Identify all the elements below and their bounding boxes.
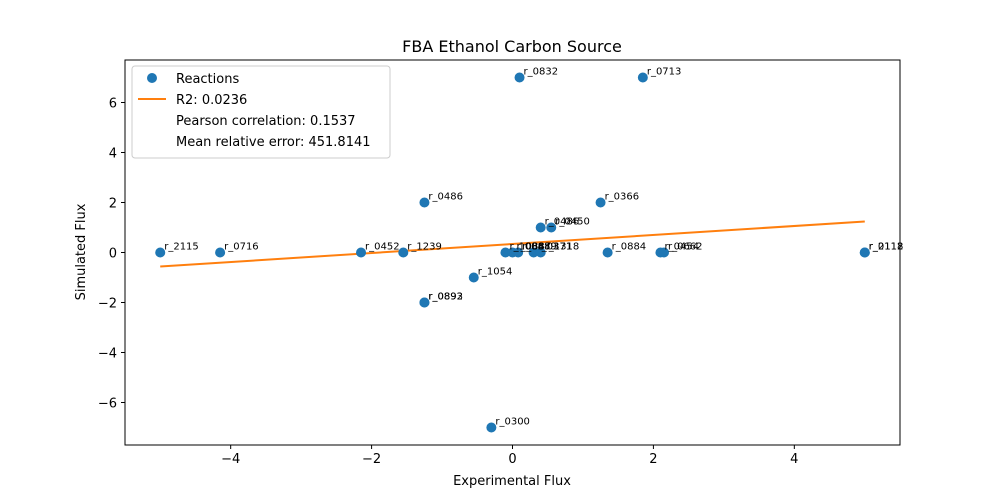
y-axis-label: Simulated Flux (74, 203, 89, 300)
legend-label-pearson: Pearson correlation: 0.1537 (176, 114, 356, 129)
point-label: r_0716 (224, 242, 259, 253)
y-axis: −6 −4 −2 0 2 4 6 (98, 97, 125, 412)
data-point (500, 247, 511, 258)
point-label: r_0832 (524, 67, 559, 78)
y-tick-label: 0 (109, 247, 117, 262)
chart-title: FBA Ethanol Carbon Source (402, 37, 622, 56)
point-label: r_1318 (545, 242, 580, 253)
data-point (419, 297, 430, 308)
legend-label-fit: R2: 0.0236 (176, 93, 247, 108)
data-point (419, 197, 430, 208)
data-point (535, 222, 546, 233)
y-tick-label: 2 (109, 197, 117, 212)
data-point (486, 422, 497, 433)
point-label: r_0887 (517, 242, 552, 253)
data-point (514, 72, 525, 83)
legend-label-reactions: Reactions (176, 72, 239, 87)
point-label: r_0371 (538, 242, 573, 253)
data-point (637, 72, 648, 83)
y-tick-label: 6 (109, 97, 117, 112)
data-point (546, 222, 557, 233)
x-axis: −4 −2 0 2 4 (221, 445, 798, 467)
x-tick-label: −2 (362, 452, 381, 467)
point-label: r_0893 (428, 292, 463, 303)
point-label: r_1084 (509, 242, 544, 253)
data-point (215, 247, 226, 258)
point-label: r_0118 (869, 242, 904, 253)
point-label: r_0454 (664, 242, 699, 253)
y-tick-label: −6 (98, 397, 117, 412)
point-label: r_0889 (522, 242, 557, 253)
point-label: r_0884 (612, 242, 647, 253)
x-tick-label: 0 (508, 452, 516, 467)
legend-marker-reactions (147, 73, 157, 83)
data-point (535, 247, 546, 258)
point-label: r_0892 (428, 292, 463, 303)
point-label: r_0486 (545, 217, 580, 228)
data-point (155, 247, 166, 258)
point-label: r_2115 (164, 242, 199, 253)
x-tick-label: −4 (221, 452, 240, 467)
point-label: r_0366 (605, 192, 640, 203)
x-axis-label: Experimental Flux (453, 474, 571, 489)
y-tick-label: 4 (109, 147, 117, 162)
y-tick-label: −4 (98, 347, 117, 362)
point-label: r_0713 (647, 67, 682, 78)
point-label: r_0300 (495, 417, 530, 428)
legend-label-mre: Mean relative error: 451.8141 (176, 135, 371, 150)
data-point (513, 247, 524, 258)
point-label: r_0486 (428, 192, 463, 203)
data-point (602, 247, 613, 258)
data-point (595, 197, 606, 208)
point-label: r_0452 (365, 242, 400, 253)
y-tick-label: −2 (98, 297, 117, 312)
point-label: r_0662 (668, 242, 703, 253)
plot-area: r_2115 r_0716 r_0452 r_1239r_0486r_0893r_08… (155, 67, 903, 433)
fit-line (160, 220, 865, 268)
data-point (658, 247, 669, 258)
legend: Reactions R2: 0.0236 Pearson correlation… (131, 65, 391, 159)
point-label: r_2112 (869, 242, 904, 253)
point-label: r_1239 (407, 242, 442, 253)
data-point (398, 247, 409, 258)
data-point (528, 247, 539, 258)
x-tick-label: 2 (649, 452, 657, 467)
legend-box (131, 65, 391, 159)
data-point (859, 247, 870, 258)
point-label: r_0450 (555, 217, 590, 228)
x-tick-label: 4 (790, 452, 798, 467)
data-point (356, 247, 367, 258)
point-label: r_1054 (478, 267, 513, 278)
data-point (468, 272, 479, 283)
